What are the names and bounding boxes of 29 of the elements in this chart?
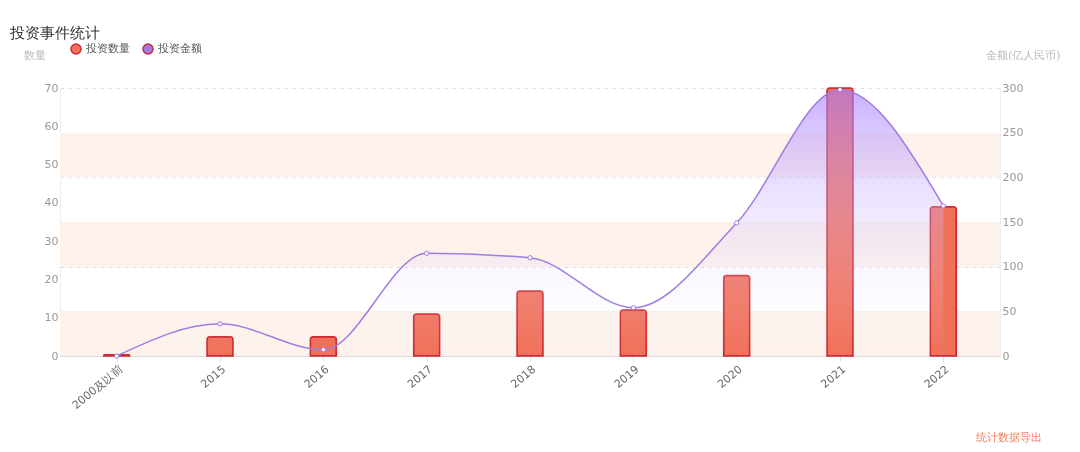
y2-tick-label: 50: [1002, 304, 1017, 318]
y2-tick-label: 150: [1002, 215, 1024, 229]
y-tick-label: 60: [44, 119, 59, 133]
y2-tick-label: 250: [1002, 126, 1024, 140]
y2-tick-label: 0: [1002, 349, 1010, 363]
point: [734, 220, 740, 226]
point: [424, 250, 430, 256]
legend-label: 投资数量: [85, 42, 130, 55]
point: [630, 305, 636, 311]
point: [217, 321, 223, 327]
y2-tick-label: 100: [1002, 260, 1024, 274]
point: [527, 255, 533, 261]
text: 统计数据导出: [976, 431, 1042, 444]
y-tick-label: 20: [44, 272, 59, 286]
y-tick-label: 70: [44, 81, 59, 95]
y2-tick-label: 200: [1002, 170, 1024, 184]
point: [940, 203, 946, 209]
y2-tick-label: 300: [1002, 81, 1024, 95]
y2-axis-title: 金额(亿人民币): [985, 48, 1061, 62]
point: [320, 347, 326, 353]
y-tick-label: 50: [44, 158, 59, 172]
y-tick-label: 0: [51, 349, 59, 363]
y-tick-label: 10: [44, 311, 59, 325]
y-axis-title: 数量: [23, 48, 46, 62]
y-tick-label: 40: [44, 196, 59, 210]
legend-label: 投资金额: [157, 42, 202, 55]
point: [837, 87, 843, 93]
y-tick-label: 30: [44, 234, 59, 248]
chart-title: 投资事件统计: [9, 24, 100, 42]
